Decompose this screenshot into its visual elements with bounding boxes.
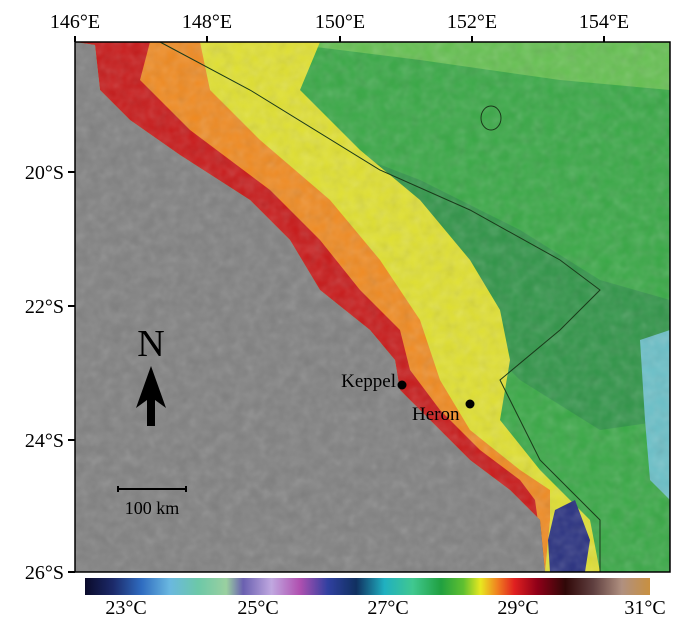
scale-bar xyxy=(117,486,187,492)
north-arrow xyxy=(136,366,166,426)
lon-label: 154°E xyxy=(579,11,629,33)
lat-label: 20°S xyxy=(25,162,64,184)
colorbar-label: 25°C xyxy=(237,597,278,617)
lon-labels: 146°E 148°E 150°E 152°E 154°E xyxy=(50,11,629,33)
reef-outline xyxy=(480,105,502,131)
lon-label: 146°E xyxy=(50,11,100,33)
site-marker xyxy=(397,380,407,390)
site-marker xyxy=(465,399,475,409)
colorbar-label: 31°C xyxy=(624,597,665,617)
lat-label: 22°S xyxy=(25,296,64,318)
colorbar xyxy=(85,578,650,595)
site-label: Keppel xyxy=(341,371,396,392)
north-label: N xyxy=(137,323,164,365)
texture xyxy=(75,42,670,572)
lat-labels: 20°S 22°S 24°S 26°S xyxy=(25,162,64,584)
site-label: Heron xyxy=(412,404,460,425)
ticks xyxy=(68,36,605,573)
reef-line xyxy=(159,41,601,572)
colorbar-label: 23°C xyxy=(105,597,146,617)
map-area xyxy=(74,41,671,573)
lon-label: 148°E xyxy=(182,11,232,33)
lon-label: 152°E xyxy=(447,11,497,33)
lat-label: 26°S xyxy=(25,562,64,584)
colorbar-label: 27°C xyxy=(367,597,408,617)
colorbar-labels: 23°C 25°C 27°C 29°C 31°C xyxy=(105,597,665,617)
lon-label: 150°E xyxy=(315,11,365,33)
colorbar-label: 29°C xyxy=(497,597,538,617)
lat-label: 24°S xyxy=(25,430,64,452)
scale-label: 100 km xyxy=(125,498,180,518)
